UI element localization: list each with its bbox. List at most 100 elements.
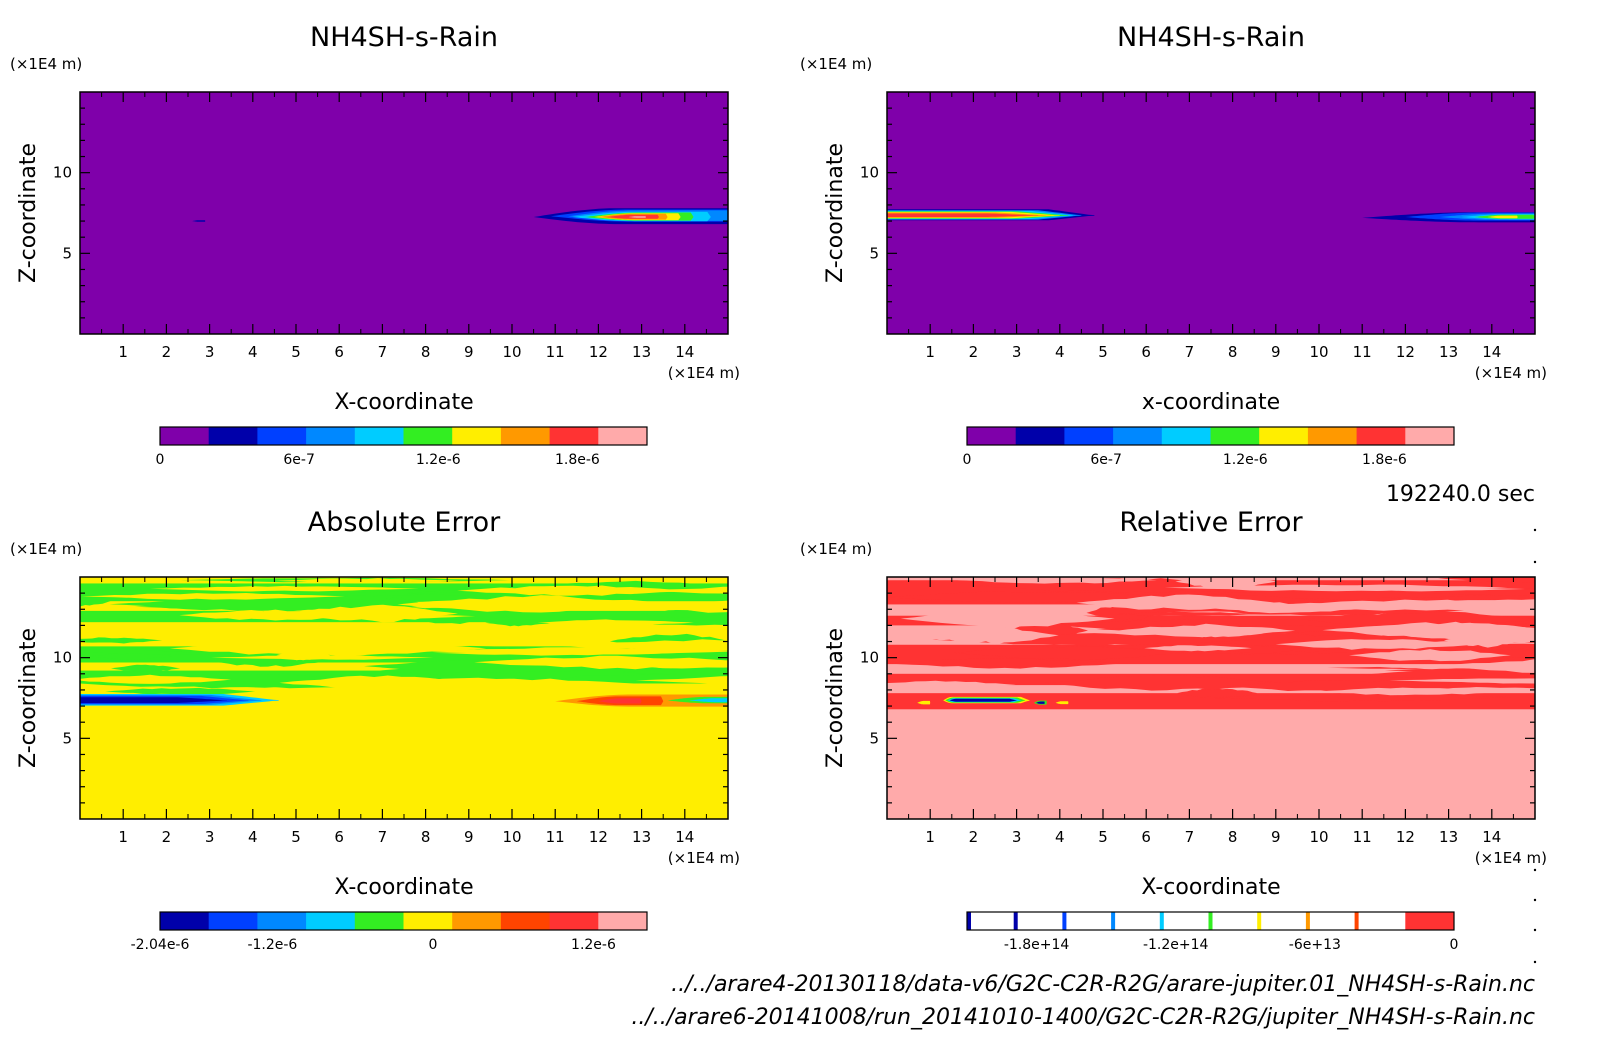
y-unit-label: (×1E4 m) [10, 55, 82, 73]
x-unit-label: (×1E4 m) [1475, 364, 1547, 382]
field-streak [1116, 623, 1296, 638]
colorbar-frame [966, 426, 1455, 446]
x-tick-label: 1 [925, 343, 935, 361]
contour-navy [949, 698, 1017, 702]
field-streak [1286, 587, 1526, 592]
field-streak [88, 653, 173, 660]
x-tick-label: 3 [205, 828, 215, 846]
field-streak [1175, 577, 1277, 589]
y-tick-label: 5 [869, 729, 879, 747]
x-tick-label: 2 [162, 828, 172, 846]
x-tick-label: 2 [969, 828, 979, 846]
colorbar-swatch [1064, 912, 1114, 930]
colorbar-swatch [967, 427, 1017, 445]
x-axis-label: X-coordinate [334, 390, 473, 415]
y-axis-label: Z-coordinate [16, 143, 41, 283]
x-unit-label: (×1E4 m) [1475, 849, 1547, 867]
colorbar-tick-label: 1.2e-6 [1223, 452, 1268, 468]
colorbar-divider [1013, 912, 1018, 930]
colorbar: -2.04e-6 -1.2e-6 0 1.2e-6 [131, 911, 648, 953]
colorbar: 0 6e-7 1.2e-6 1.8e-6 [156, 426, 648, 468]
colorbar-divider [1111, 912, 1116, 930]
colorbar-divider [1305, 912, 1310, 930]
colorbar-swatch [1259, 427, 1309, 445]
field-streak [1144, 645, 1252, 652]
x-tick-label: 8 [421, 343, 431, 361]
y-axis-label: Z-coordinate [823, 628, 848, 768]
colorbar-swatch [1113, 427, 1163, 445]
colorbar-swatch [208, 427, 258, 445]
colorbar-tick-label: 6e-7 [1090, 452, 1121, 468]
x-tick-label: 4 [1055, 828, 1065, 846]
y-tick-label: 5 [869, 244, 879, 262]
x-tick-label: 9 [1271, 828, 1281, 846]
field-streak [537, 619, 694, 626]
x-tick-label: 9 [464, 828, 474, 846]
x-tick-label: 12 [1396, 828, 1415, 846]
colorbar-tick-label: 0 [428, 937, 437, 953]
panel-bottom-left: Absolute Error (×1E4 m) 1 2 3 4 5 6 7 8 9 10 11 12 1… [10, 507, 740, 953]
field-streak [637, 586, 728, 594]
field-streak [1043, 675, 1291, 691]
x-tick-label: 5 [291, 828, 301, 846]
colorbar-swatch [598, 427, 648, 445]
x-tick-label: 7 [378, 343, 388, 361]
y-tick-label: 5 [62, 244, 72, 262]
colorbar-frame [966, 911, 1455, 931]
colorbar-swatch [452, 427, 502, 445]
colorbar-swatch [1161, 427, 1211, 445]
contour-yellow [1487, 215, 1518, 219]
y-unit-label: (×1E4 m) [800, 55, 872, 73]
colorbar-swatch [1259, 912, 1309, 930]
field-streak [274, 578, 459, 584]
field-streak [913, 627, 1059, 645]
x-tick-label: 5 [1098, 828, 1108, 846]
colorbar-swatch [257, 427, 307, 445]
colorbar-swatch [452, 912, 502, 930]
panel-title: NH4SH-s-Rain [1117, 22, 1305, 53]
x-tick-label: 14 [1482, 343, 1501, 361]
x-tick-label: 8 [421, 828, 431, 846]
colorbar-tick-label: -6e+13 [1289, 937, 1341, 953]
field-streak [397, 595, 685, 613]
field-streak [1116, 611, 1255, 617]
x-tick-label: 1 [118, 343, 128, 361]
field-streak [626, 600, 728, 613]
colorbar-swatch [403, 912, 453, 930]
colorbar-swatch [1064, 427, 1114, 445]
field-streak [900, 609, 1115, 628]
field-streak [1316, 687, 1514, 696]
field-streak [1275, 639, 1479, 650]
field-streak [1388, 678, 1535, 684]
colorbar-swatch [1356, 912, 1406, 930]
field-streak [621, 667, 728, 678]
field-streak [457, 585, 689, 596]
x-tick-label: 6 [1141, 828, 1151, 846]
colorbar-swatch [1356, 427, 1406, 445]
x-tick-label: 13 [1439, 828, 1458, 846]
y-unit-label: (×1E4 m) [800, 540, 872, 558]
colorbar-tick-label: -1.8e+14 [1004, 937, 1070, 953]
contour-spot [917, 700, 931, 705]
colorbar-swatch [1015, 427, 1065, 445]
x-tick-label: 10 [502, 343, 521, 361]
x-tick-label: 12 [1396, 343, 1415, 361]
colorbar-tick-label: 1.8e-6 [1362, 452, 1407, 468]
x-tick-label: 11 [1353, 343, 1372, 361]
field-streak [1443, 633, 1522, 648]
x-unit-label: (×1E4 m) [668, 364, 740, 382]
x-tick-label: 4 [248, 343, 258, 361]
footer-path-2: ../../arare6-20141008/run_20141010-1400/… [631, 1005, 1535, 1030]
field-streak [1401, 599, 1535, 606]
panel-title: NH4SH-s-Rain [310, 22, 498, 53]
x-tick-label: 6 [334, 343, 344, 361]
x-tick-label: 12 [589, 828, 608, 846]
colorbar-swatch [208, 912, 258, 930]
colorbar-tick-label: 1.2e-6 [571, 937, 616, 953]
colorbar-swatch [160, 912, 210, 930]
colorbar-swatch [1015, 912, 1065, 930]
colorbar-swatch [1307, 912, 1358, 930]
